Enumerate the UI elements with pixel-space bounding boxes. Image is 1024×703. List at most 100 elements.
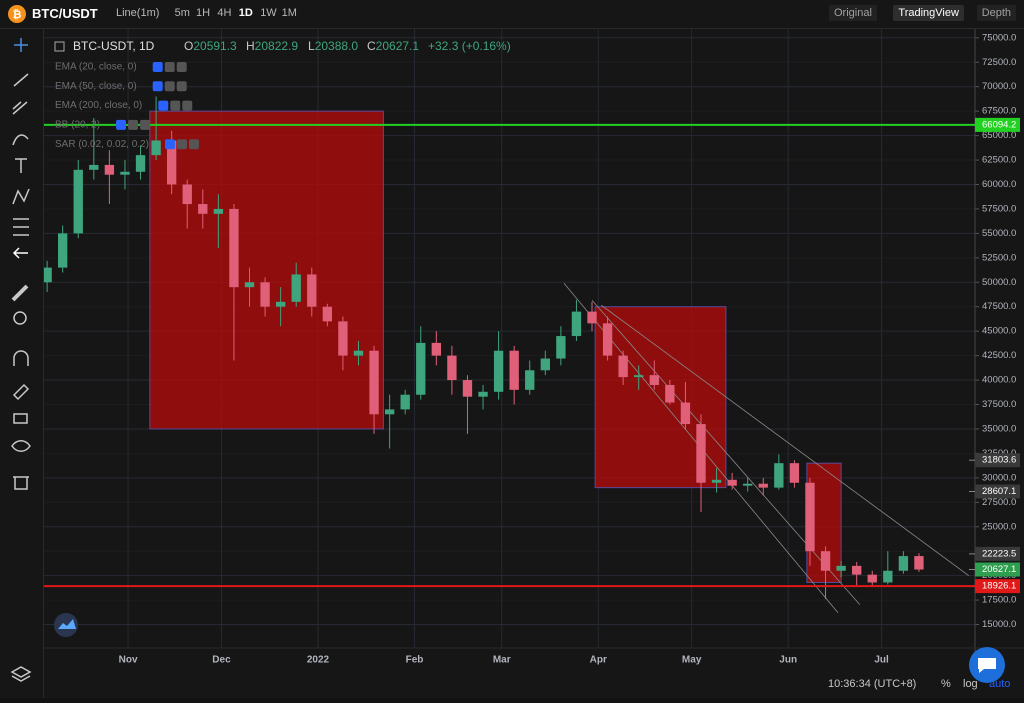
indicator-remove[interactable] xyxy=(140,119,151,130)
x-tick-label: Mar xyxy=(493,655,511,666)
candle-body xyxy=(867,574,877,583)
interval-button[interactable]: 5m xyxy=(174,7,190,19)
interval-button[interactable]: Line(1m) xyxy=(116,7,160,19)
candle-body xyxy=(711,479,722,483)
x-tick-label: May xyxy=(682,655,702,666)
indicator-remove[interactable] xyxy=(182,100,193,111)
price-badge-label: 18926.1 xyxy=(982,581,1016,592)
indicator-settings[interactable] xyxy=(170,100,181,111)
trash-icon[interactable] xyxy=(13,476,29,490)
candle-body xyxy=(213,208,224,214)
candle-body xyxy=(789,463,800,483)
candle-body xyxy=(758,483,768,488)
channel-icon[interactable] xyxy=(12,101,28,115)
y-tick-label: 72500.0 xyxy=(982,57,1016,68)
candle-body xyxy=(244,282,255,288)
candle-body xyxy=(493,350,504,392)
x-tick-label: Nov xyxy=(119,655,138,666)
interval-button[interactable]: 1M xyxy=(281,7,297,19)
indicator-remove[interactable] xyxy=(188,139,199,150)
candle-body xyxy=(820,551,831,571)
indicator-visibility[interactable] xyxy=(116,119,127,130)
candle-body xyxy=(120,171,130,175)
brush-icon[interactable] xyxy=(12,134,29,146)
candle-body xyxy=(836,565,846,571)
view-button[interactable]: Depth xyxy=(976,5,1017,21)
indicator-remove[interactable] xyxy=(176,81,187,92)
legend-change: +32.3 (+0.16%) xyxy=(428,39,511,53)
y-tick-label: 15000.0 xyxy=(982,619,1016,630)
axis-marker xyxy=(975,562,1020,577)
legend-o-label: O xyxy=(184,39,193,53)
view-button[interactable]: TradingView xyxy=(893,5,964,21)
indicator-remove[interactable] xyxy=(176,62,187,72)
line-icon[interactable] xyxy=(13,73,29,87)
toolbar-icons xyxy=(10,38,32,682)
indicator-settings[interactable] xyxy=(164,81,175,92)
legend-l-label: L xyxy=(308,39,315,53)
candle-body xyxy=(883,570,893,583)
candle-body xyxy=(680,402,691,425)
candle-body xyxy=(602,323,613,356)
ruler-icon[interactable] xyxy=(11,284,29,302)
candle-body xyxy=(914,556,924,570)
zoom-icon[interactable] xyxy=(13,311,27,325)
layers-icon[interactable] xyxy=(10,666,32,682)
magnet-icon[interactable] xyxy=(13,350,29,366)
candle-body xyxy=(743,483,753,486)
candle-body xyxy=(525,370,535,390)
y-tick-label: 50000.0 xyxy=(982,277,1016,288)
candle-body xyxy=(291,274,301,302)
y-tick-label: 65000.0 xyxy=(982,130,1016,141)
y-tick-label: 62500.0 xyxy=(982,155,1016,166)
drawn-rectangle xyxy=(149,110,384,430)
indicator-visibility[interactable] xyxy=(152,81,163,92)
indicator-visibility[interactable] xyxy=(158,100,169,111)
symbol: BTC/USDT xyxy=(32,6,98,21)
scale-option[interactable]: % xyxy=(941,678,951,690)
indicator-visibility[interactable] xyxy=(152,62,163,72)
footer xyxy=(44,670,1024,698)
drawing-toolbar xyxy=(0,29,44,698)
interval-button[interactable]: 1H xyxy=(196,7,211,19)
price-badge xyxy=(975,579,1020,594)
candle-body xyxy=(447,355,457,381)
candle-body xyxy=(852,565,862,575)
candle-body xyxy=(384,409,395,415)
measure-icon[interactable] xyxy=(13,218,29,236)
text-icon[interactable] xyxy=(15,158,27,173)
candle-body xyxy=(104,164,115,175)
candle-body xyxy=(73,169,83,234)
chat-icon xyxy=(978,658,996,673)
y-tick-label: 75000.0 xyxy=(982,32,1016,43)
legend-toggle[interactable] xyxy=(54,41,65,52)
indicator-settings[interactable] xyxy=(164,62,175,72)
candle-body xyxy=(805,482,815,552)
eye-icon[interactable] xyxy=(11,440,31,452)
candle-body xyxy=(587,311,597,324)
y-tick-label: 37500.0 xyxy=(982,399,1016,410)
view-button[interactable]: Original xyxy=(829,5,877,21)
candle-body xyxy=(696,424,706,483)
candle-body xyxy=(166,140,177,185)
candle-body xyxy=(260,282,270,307)
interval-button[interactable]: 1D xyxy=(238,7,253,19)
indicator-settings[interactable] xyxy=(176,139,187,150)
interval-button[interactable]: 4H xyxy=(217,7,232,19)
candle-body xyxy=(89,164,99,170)
candle-body xyxy=(540,358,550,371)
lock-icon[interactable] xyxy=(13,413,28,424)
axis-marker xyxy=(975,453,1020,468)
candle-body xyxy=(198,204,208,214)
candle-body xyxy=(665,384,675,403)
interval-button[interactable]: 1W xyxy=(260,7,277,19)
scale-option[interactable]: log xyxy=(963,678,978,690)
y-tick-label: 35000.0 xyxy=(982,423,1016,434)
crosshair-icon[interactable] xyxy=(14,38,28,52)
indicator-settings[interactable] xyxy=(128,119,139,130)
indicator-visibility[interactable] xyxy=(164,139,175,150)
back-icon[interactable] xyxy=(12,247,28,259)
lock-draw-icon[interactable] xyxy=(12,383,30,401)
pattern-icon[interactable] xyxy=(12,188,30,205)
